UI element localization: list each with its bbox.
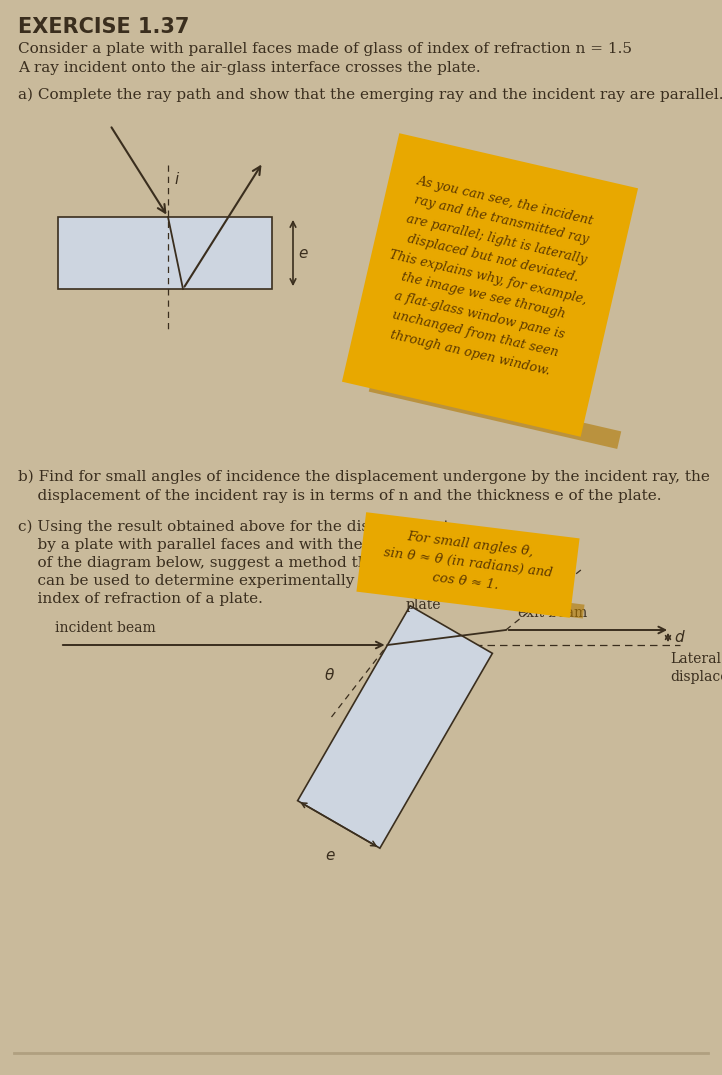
Text: i: i bbox=[174, 172, 178, 187]
Text: θ': θ' bbox=[526, 598, 538, 612]
Polygon shape bbox=[357, 512, 580, 618]
Text: index of refraction of a plate.: index of refraction of a plate. bbox=[18, 592, 263, 606]
Polygon shape bbox=[362, 577, 585, 618]
Text: e: e bbox=[325, 848, 334, 863]
Text: e: e bbox=[298, 245, 308, 260]
Text: As you can see, the incident
ray and the transmitted ray
are parallel; light is : As you can see, the incident ray and the… bbox=[370, 172, 606, 382]
Polygon shape bbox=[342, 133, 638, 436]
Text: For small angles θ,
sin θ ≈ θ (in radians) and
cos θ ≈ 1.: For small angles θ, sin θ ≈ θ (in radian… bbox=[380, 528, 555, 599]
Text: a) Complete the ray path and show that the emerging ray and the incident ray are: a) Complete the ray path and show that t… bbox=[18, 88, 722, 102]
Text: A ray incident onto the air-glass interface crosses the plate.: A ray incident onto the air-glass interf… bbox=[18, 61, 481, 75]
Text: EXERCISE 1.37: EXERCISE 1.37 bbox=[18, 17, 189, 37]
Text: displacement of the incident ray is in terms of n and the thickness e of the pla: displacement of the incident ray is in t… bbox=[18, 489, 661, 503]
Text: b) Find for small angles of incidence the displacement undergone by the incident: b) Find for small angles of incidence th… bbox=[18, 470, 710, 485]
Text: Consider a plate with parallel faces made of glass of index of refraction n = 1.: Consider a plate with parallel faces mad… bbox=[18, 42, 632, 56]
Polygon shape bbox=[297, 606, 492, 848]
Text: plate: plate bbox=[406, 598, 441, 612]
Text: of the diagram below, suggest a method that: of the diagram below, suggest a method t… bbox=[18, 556, 383, 570]
Text: by a plate with parallel faces and with the aid: by a plate with parallel faces and with … bbox=[18, 538, 391, 551]
Text: d: d bbox=[674, 630, 684, 645]
Text: θ: θ bbox=[325, 668, 334, 683]
Text: incident beam: incident beam bbox=[55, 621, 156, 635]
Text: c) Using the result obtained above for the displacement: c) Using the result obtained above for t… bbox=[18, 520, 450, 534]
Polygon shape bbox=[58, 217, 272, 289]
Text: exit beam: exit beam bbox=[518, 606, 587, 620]
Text: Lateral
displacement: Lateral displacement bbox=[670, 653, 722, 685]
Text: can be used to determine experimentally the: can be used to determine experimentally … bbox=[18, 574, 384, 588]
Polygon shape bbox=[369, 374, 621, 449]
